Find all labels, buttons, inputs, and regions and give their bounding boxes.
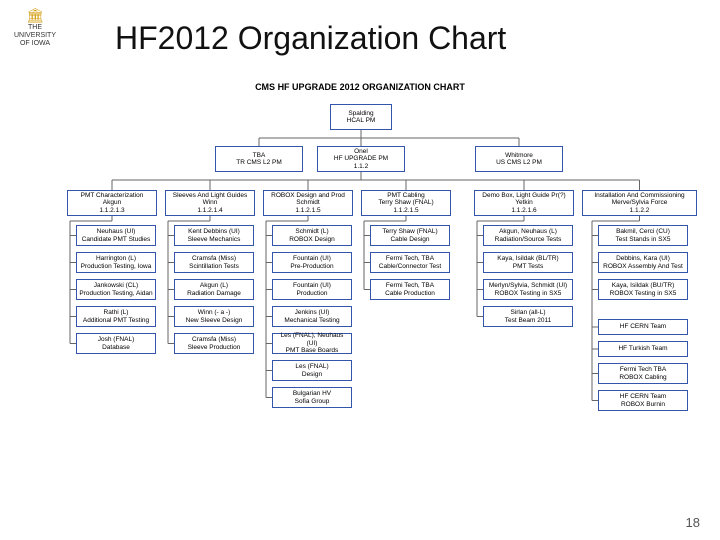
org-node-c6r7: HF CERN TeamROBOX Burnin	[598, 390, 688, 411]
org-node-l2a: TBATR CMS L2 PM	[215, 146, 303, 172]
org-node-c2r5: Cramsfa (Miss)Sleeve Production	[174, 333, 254, 354]
org-node-c1r1: Neuhaus (UI)Candidate PMT Studies	[76, 225, 156, 246]
org-node-l2c: WhitmoreUS CMS L2 PM	[475, 146, 563, 172]
org-node-c4r3: Fermi Tech, TBACable Production	[370, 279, 450, 300]
org-node-c2r3: Akgun (L)Radiation Damage	[174, 279, 254, 300]
chart-subtitle: CMS HF UPGRADE 2012 ORGANIZATION CHART	[0, 82, 720, 92]
org-node-c5r4: Sirlan (all-L)Test Beam 2011	[483, 306, 573, 327]
org-node-c3r1: Schmidt (L)ROBOX Design	[272, 225, 352, 246]
page-number: 18	[686, 515, 700, 530]
org-node-c1r5: Josh (FNAL)Database	[76, 333, 156, 354]
org-node-l2b: OnelHF UPGRADE PM1.1.2	[317, 146, 405, 172]
org-node-c3r3: Fountain (UI)Production	[272, 279, 352, 300]
org-node-c4r2: Fermi Tech, TBACable/Connector Test	[370, 252, 450, 273]
org-node-c5r2: Kaya, Isildak (BL/TR)PMT Tests	[483, 252, 573, 273]
org-node-c3r6: Les (FNAL)Design	[272, 360, 352, 381]
logo-line1: THE	[14, 24, 56, 32]
org-node-c1r3: Jankowski (CL)Production Testing, Aidan	[76, 279, 156, 300]
org-node-c6r3: Kaya, Isildak (BU/TR)ROBOX Testing in SX…	[598, 279, 688, 300]
org-node-c3r4: Jenkins (UI)Mechanical Testing	[272, 306, 352, 327]
org-node-c4r1: Terry Shaw (FNAL)Cable Design	[370, 225, 450, 246]
logo-line2: UNIVERSITY	[14, 32, 56, 40]
org-node-c5r3: Merlyn/Sylvia, Schmidt (UI)ROBOX Testing…	[483, 279, 573, 300]
org-node-l3b: Sleeves And Light GuidesWinn1.1.2.1.4	[165, 190, 255, 216]
university-logo: 🏛 THE UNIVERSITY OF IOWA	[14, 8, 56, 47]
org-node-c2r4: Winn (- a -)New Sleeve Design	[174, 306, 254, 327]
org-node-c6r1: Bakmil, Cerci (CU)Test Stands in SX5	[598, 225, 688, 246]
org-node-c3r7: Bulgarian HVSofia Group	[272, 387, 352, 408]
org-node-c1r2: Harrington (L)Production Testing, Iowa	[76, 252, 156, 273]
org-node-c2r1: Kent Debbins (UI)Sleeve Mechanics	[174, 225, 254, 246]
org-node-root: SpaldingHCAL PM	[330, 104, 392, 130]
org-node-c5r1: Akgun, Neuhaus (L)Radiation/Source Tests	[483, 225, 573, 246]
org-node-l3e: Demo Box, Light Guide Pr(?)Yetkin1.1.2.1…	[474, 190, 574, 216]
org-node-c6r5: HF Turkish Team	[598, 341, 688, 357]
logo-line3: OF IOWA	[14, 40, 56, 48]
org-node-c1r4: Rathi (L)Additional PMT Testing	[76, 306, 156, 327]
org-node-c6r6: Fermi Tech TBAROBOX Cabling	[598, 363, 688, 384]
building-icon: 🏛	[14, 8, 56, 23]
org-node-l3a: PMT CharacterizationAkgun1.1.2.1.3	[67, 190, 157, 216]
org-node-c6r4: HF CERN Team	[598, 319, 688, 335]
org-node-c3r2: Fountain (UI)Pre-Production	[272, 252, 352, 273]
org-node-l3f: Installation And CommissioningMerve/Sylv…	[582, 190, 697, 216]
org-node-c2r2: Cramsfa (Miss)Scintillation Tests	[174, 252, 254, 273]
org-node-c3r5: Les (FNAL), Neuhaus (UI)PMT Base Boards	[272, 333, 352, 354]
org-node-l3c: ROBOX Design and ProdSchmidt1.1.2.1.5	[263, 190, 353, 216]
org-node-l3d: PMT CablingTerry Shaw (FNAL)1.1.2.1.5	[361, 190, 451, 216]
page-title: HF2012 Organization Chart	[115, 20, 506, 57]
org-node-c6r2: Debbins, Kara (UI)ROBOX Assembly And Tes…	[598, 252, 688, 273]
